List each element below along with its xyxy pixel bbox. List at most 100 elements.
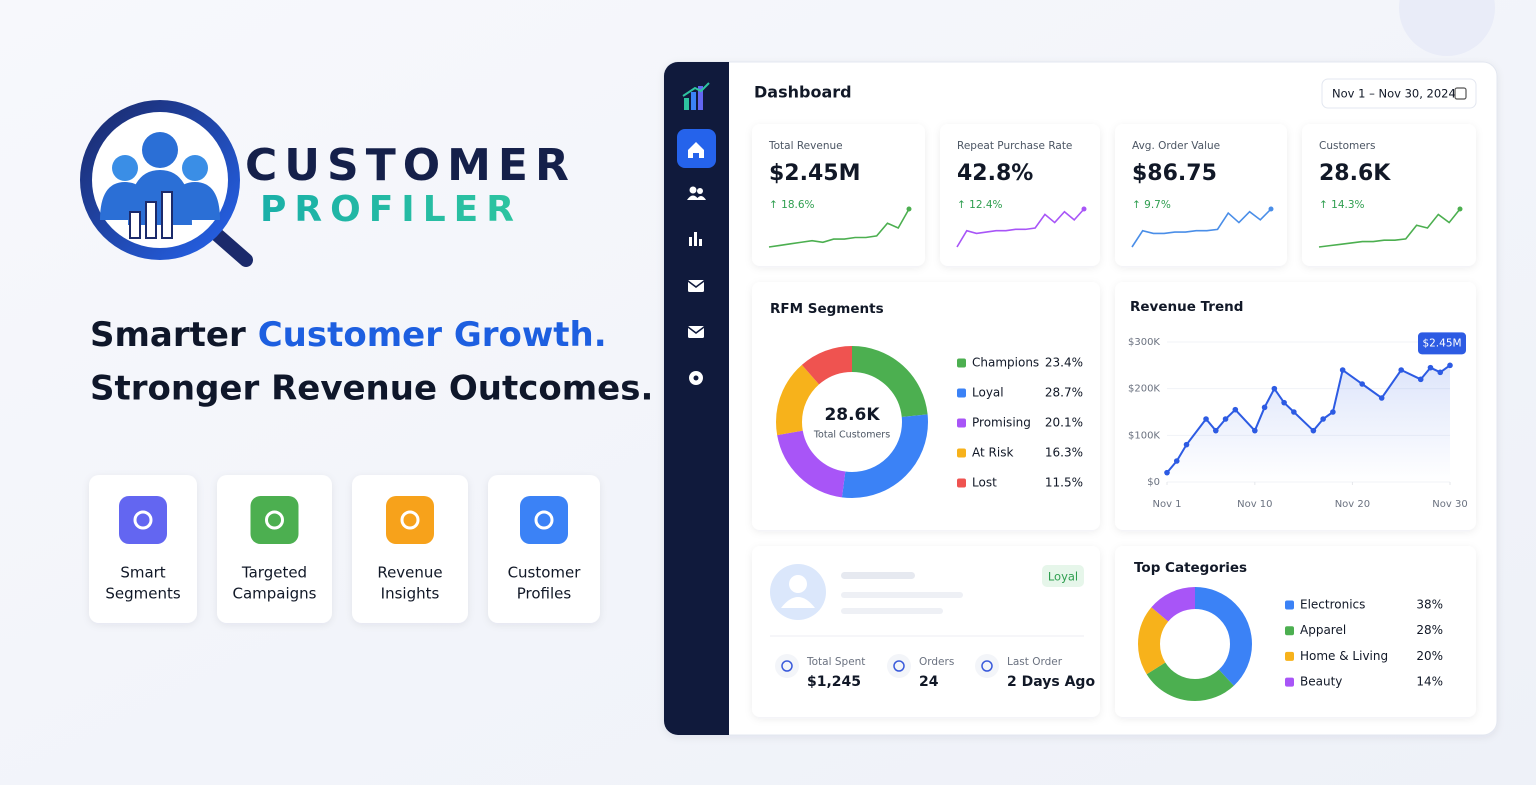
home-icon [688, 142, 704, 158]
profile-card [752, 546, 1100, 717]
value-label: 38% [1416, 598, 1443, 612]
feature-card[interactable] [488, 475, 600, 623]
data-point [1378, 395, 1385, 401]
feature-glyph [400, 510, 420, 530]
icon [699, 239, 702, 246]
brand-line1: CUSTOMER [245, 140, 576, 191]
placeholder-line [841, 592, 963, 598]
legend-swatch [957, 388, 966, 398]
stat-label: Last Order [1007, 656, 1063, 668]
data-point [1339, 367, 1346, 373]
legend-label: Champions [972, 356, 1039, 370]
data-point [1427, 364, 1434, 371]
badge [1042, 565, 1084, 587]
donut-segment [1138, 587, 1252, 701]
stat-value: 24 [919, 674, 939, 690]
donut-segment [776, 346, 928, 498]
legend-label: Loyal [972, 386, 1004, 400]
value-label: 11.5% [1045, 476, 1083, 490]
data-point [1212, 427, 1219, 434]
kpi-card [1115, 124, 1287, 266]
kpi-label: Total Revenue [768, 140, 843, 152]
y-tick-label: $0 [1147, 477, 1160, 488]
stat-icon-bg [775, 654, 799, 678]
logo-bar [129, 211, 141, 239]
legend-label: Lost [972, 476, 997, 490]
icon [689, 186, 697, 194]
donut-segment [776, 346, 928, 498]
x-tick-label: Nov 30 [1432, 499, 1467, 510]
stat-icon [781, 660, 793, 672]
data-point [1164, 469, 1170, 476]
icon [687, 195, 706, 200]
value-label: 14% [1416, 675, 1443, 689]
feature-glyph [534, 510, 554, 530]
feature-icon [119, 496, 167, 544]
legend-label: Beauty [1300, 675, 1342, 689]
feature-cards: Smart Segments Targeted Campaigns Revenue Ins… [89, 475, 600, 623]
kpi-label: Avg. Order Value [1132, 140, 1220, 152]
donut-segment [776, 346, 928, 498]
feature-card[interactable] [352, 475, 468, 623]
avatar-body [781, 597, 815, 608]
stat-icon-bg [887, 654, 911, 678]
data-point [1252, 427, 1258, 434]
kpi-change: ↑ 9.7% [1132, 199, 1171, 211]
kpi-label: Repeat Purchase Rate [957, 140, 1072, 152]
data-point [1271, 385, 1278, 392]
kpi-change: ↑ 18.6% [769, 199, 815, 211]
kpi-value: 28.6K [1319, 161, 1391, 186]
value-label: 28% [1416, 623, 1443, 637]
logo-person [182, 155, 208, 181]
feature-label: Campaigns [232, 585, 316, 603]
headline-plain: Smarter [90, 315, 246, 355]
card-title: Revenue Trend [1130, 299, 1243, 315]
data-point [1232, 406, 1239, 413]
data-point [1203, 416, 1209, 422]
data-point [1173, 458, 1180, 464]
date-range: Nov 1 – Nov 30, 2024 [1332, 87, 1456, 101]
logo: CUSTOMER PROFILER [80, 100, 576, 267]
stat-label: Total Spent [806, 656, 865, 668]
feature-card[interactable] [89, 475, 197, 623]
icon [688, 326, 704, 338]
logo-person [112, 155, 138, 181]
sidebar-logo [682, 82, 710, 110]
feature-label: Customer [508, 564, 582, 582]
sparkline [768, 208, 910, 248]
kpi-label: Customers [1319, 140, 1375, 152]
legend-swatch [1285, 651, 1294, 661]
legend-swatch [957, 478, 966, 488]
decor-circle [1399, 0, 1495, 56]
stat-icon [893, 660, 905, 672]
stat-icon [981, 660, 993, 672]
headline-line1: Smarter Customer Growth. [90, 315, 607, 355]
placeholder-line [841, 572, 915, 579]
sparkline-end [1268, 206, 1274, 212]
icon [698, 86, 703, 110]
icon [689, 237, 692, 246]
feature-icon [386, 496, 434, 544]
data-point [1310, 427, 1317, 434]
data-point [1261, 404, 1268, 411]
date-picker[interactable] [1321, 78, 1477, 109]
sparkline-end [906, 206, 912, 212]
badge-label: Loyal [1048, 570, 1078, 584]
kpi-card [1302, 124, 1476, 266]
icon [688, 280, 704, 292]
feature-card[interactable] [217, 475, 332, 623]
donut-segment [1138, 587, 1252, 701]
kpi-value: $86.75 [1132, 161, 1217, 186]
legend-label: Promising [972, 416, 1031, 430]
placeholder-line [841, 608, 943, 614]
sparkline [956, 208, 1085, 248]
logo-bar [145, 201, 157, 239]
dashboard-content: Total Revenue $2.45M ↑ 18.6% Repeat Purchas… [752, 124, 1476, 701]
kpi-value: 42.8% [957, 161, 1033, 186]
legend-label: Electronics [1300, 598, 1365, 612]
feature-icon [520, 496, 568, 544]
feature-label: Profiles [517, 585, 572, 603]
x-tick-label: Nov 1 [1152, 499, 1181, 510]
legend-label: Apparel [1300, 623, 1346, 637]
